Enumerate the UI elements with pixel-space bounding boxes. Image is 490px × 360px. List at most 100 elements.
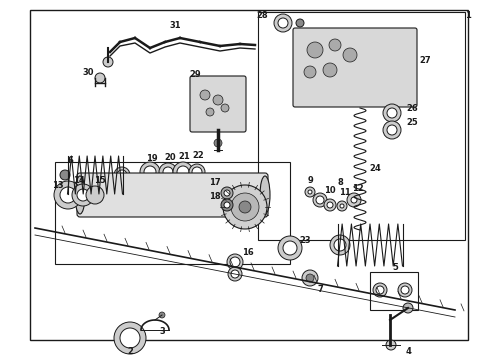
Circle shape bbox=[283, 241, 297, 255]
Bar bbox=[30, 10, 468, 340]
Text: 18: 18 bbox=[209, 192, 221, 201]
Text: 30: 30 bbox=[82, 68, 94, 77]
Circle shape bbox=[60, 170, 70, 180]
Text: 9: 9 bbox=[307, 176, 313, 185]
Circle shape bbox=[308, 190, 312, 194]
Text: 21: 21 bbox=[178, 152, 190, 161]
Text: 11: 11 bbox=[339, 188, 351, 197]
Text: 10: 10 bbox=[324, 185, 336, 194]
Circle shape bbox=[383, 104, 401, 122]
Text: 22: 22 bbox=[192, 150, 204, 159]
Circle shape bbox=[224, 190, 230, 196]
Circle shape bbox=[316, 196, 324, 204]
Circle shape bbox=[307, 42, 323, 58]
Circle shape bbox=[163, 167, 173, 177]
Circle shape bbox=[231, 270, 239, 278]
Circle shape bbox=[224, 202, 230, 208]
Text: 16: 16 bbox=[242, 248, 254, 257]
Circle shape bbox=[329, 39, 341, 51]
Circle shape bbox=[337, 201, 347, 211]
Text: 7: 7 bbox=[317, 285, 323, 294]
Circle shape bbox=[213, 95, 223, 105]
Circle shape bbox=[200, 90, 210, 100]
Circle shape bbox=[340, 204, 344, 208]
Text: 2: 2 bbox=[127, 347, 133, 356]
Bar bbox=[370, 272, 418, 310]
Circle shape bbox=[334, 239, 346, 251]
Circle shape bbox=[173, 162, 193, 182]
Circle shape bbox=[296, 19, 304, 27]
Circle shape bbox=[221, 104, 229, 112]
Circle shape bbox=[376, 286, 384, 294]
Text: 25: 25 bbox=[406, 117, 418, 126]
Circle shape bbox=[159, 163, 177, 181]
FancyBboxPatch shape bbox=[293, 28, 417, 107]
Circle shape bbox=[386, 340, 396, 350]
Text: 26: 26 bbox=[406, 104, 418, 113]
Circle shape bbox=[95, 73, 105, 83]
Circle shape bbox=[373, 283, 387, 297]
Circle shape bbox=[383, 121, 401, 139]
Circle shape bbox=[120, 328, 140, 348]
Circle shape bbox=[189, 164, 205, 180]
Circle shape bbox=[144, 166, 156, 178]
Bar bbox=[258, 12, 465, 240]
Circle shape bbox=[223, 185, 267, 229]
Circle shape bbox=[330, 235, 350, 255]
Circle shape bbox=[221, 187, 233, 199]
Bar bbox=[55, 162, 290, 264]
Circle shape bbox=[140, 162, 160, 182]
Circle shape bbox=[231, 193, 259, 221]
Text: 4: 4 bbox=[405, 347, 411, 356]
Circle shape bbox=[327, 202, 333, 208]
Circle shape bbox=[313, 193, 327, 207]
Circle shape bbox=[72, 184, 94, 206]
Circle shape bbox=[398, 283, 412, 297]
Circle shape bbox=[347, 193, 361, 207]
Circle shape bbox=[177, 166, 189, 178]
Circle shape bbox=[227, 254, 243, 270]
Circle shape bbox=[214, 139, 222, 147]
Circle shape bbox=[77, 189, 89, 201]
Circle shape bbox=[228, 267, 242, 281]
Circle shape bbox=[323, 63, 337, 77]
Text: 14: 14 bbox=[73, 176, 85, 185]
Text: 5: 5 bbox=[392, 264, 398, 273]
Text: 8: 8 bbox=[337, 177, 343, 186]
Circle shape bbox=[239, 201, 251, 213]
Circle shape bbox=[302, 270, 318, 286]
Text: 1: 1 bbox=[465, 10, 471, 19]
Circle shape bbox=[387, 125, 397, 135]
Circle shape bbox=[103, 57, 113, 67]
Text: 6: 6 bbox=[67, 156, 73, 165]
Ellipse shape bbox=[260, 176, 270, 214]
Circle shape bbox=[159, 312, 165, 318]
Circle shape bbox=[305, 187, 315, 197]
Circle shape bbox=[117, 170, 127, 180]
Circle shape bbox=[306, 274, 314, 282]
Circle shape bbox=[343, 48, 357, 62]
Text: 3: 3 bbox=[159, 328, 165, 337]
Text: 27: 27 bbox=[419, 55, 431, 64]
Text: 28: 28 bbox=[256, 10, 268, 19]
Circle shape bbox=[278, 236, 302, 260]
Text: 23: 23 bbox=[299, 235, 311, 244]
Text: 19: 19 bbox=[146, 153, 158, 162]
FancyBboxPatch shape bbox=[77, 173, 268, 217]
Circle shape bbox=[387, 108, 397, 118]
Circle shape bbox=[403, 303, 413, 313]
Circle shape bbox=[114, 167, 130, 183]
Text: 20: 20 bbox=[164, 153, 176, 162]
Circle shape bbox=[351, 197, 357, 203]
Circle shape bbox=[274, 14, 292, 32]
Text: 29: 29 bbox=[189, 69, 201, 78]
Text: 24: 24 bbox=[369, 163, 381, 172]
Circle shape bbox=[401, 286, 409, 294]
Circle shape bbox=[221, 199, 233, 211]
Circle shape bbox=[60, 187, 76, 203]
Circle shape bbox=[86, 186, 104, 204]
Circle shape bbox=[324, 199, 336, 211]
Circle shape bbox=[54, 181, 82, 209]
Text: 17: 17 bbox=[209, 177, 221, 186]
Text: 15: 15 bbox=[94, 176, 106, 185]
